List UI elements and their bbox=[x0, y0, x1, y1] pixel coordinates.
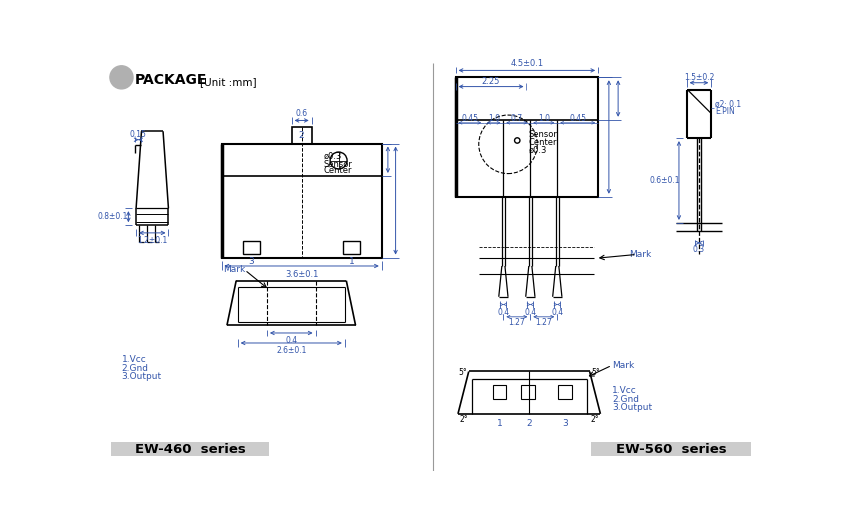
Text: Mark: Mark bbox=[223, 266, 246, 275]
Text: Center: Center bbox=[529, 138, 557, 147]
Bar bbox=[558, 385, 572, 399]
Text: EW-460  series: EW-460 series bbox=[135, 443, 246, 456]
Text: 0.15: 0.15 bbox=[130, 130, 147, 139]
Bar bbox=[456, 77, 598, 197]
Bar bbox=[344, 241, 360, 254]
Bar bbox=[591, 442, 751, 456]
Bar bbox=[292, 126, 311, 143]
Text: 3: 3 bbox=[249, 257, 255, 266]
Text: Sensor: Sensor bbox=[529, 130, 558, 139]
Text: 0.7: 0.7 bbox=[511, 114, 523, 123]
Text: E.PIN: E.PIN bbox=[715, 107, 735, 116]
Text: 1.2±0.1: 1.2±0.1 bbox=[137, 236, 167, 245]
Text: 2.Gnd: 2.Gnd bbox=[122, 364, 149, 373]
Text: Center: Center bbox=[323, 166, 352, 175]
Text: 2: 2 bbox=[299, 131, 305, 140]
Text: 0.4: 0.4 bbox=[285, 336, 297, 345]
Text: 0.45: 0.45 bbox=[569, 114, 587, 123]
Text: 1: 1 bbox=[496, 418, 502, 427]
Text: 1.0: 1.0 bbox=[538, 114, 549, 123]
Text: 2: 2 bbox=[526, 418, 532, 427]
Bar bbox=[243, 241, 260, 254]
Bar bbox=[493, 385, 506, 399]
Text: 1: 1 bbox=[349, 257, 354, 266]
Text: Mark: Mark bbox=[612, 361, 634, 370]
Circle shape bbox=[110, 66, 133, 89]
Text: 2°: 2° bbox=[459, 415, 468, 424]
Text: 3.6±0.1: 3.6±0.1 bbox=[285, 270, 318, 279]
Text: PACKAGE: PACKAGE bbox=[134, 72, 207, 87]
Text: 1.27: 1.27 bbox=[535, 318, 552, 327]
Text: 0.4: 0.4 bbox=[497, 308, 510, 317]
Text: 4.5±0.1: 4.5±0.1 bbox=[511, 59, 544, 68]
Text: EW-560  series: EW-560 series bbox=[616, 443, 727, 456]
Text: Sensor: Sensor bbox=[323, 160, 352, 169]
Text: 0.4: 0.4 bbox=[524, 308, 537, 317]
Text: 0.3: 0.3 bbox=[693, 245, 705, 254]
Text: 1.0: 1.0 bbox=[488, 114, 500, 123]
Text: 5°: 5° bbox=[591, 368, 600, 377]
Bar bbox=[222, 143, 381, 258]
Text: 2.6±0.1: 2.6±0.1 bbox=[276, 346, 306, 355]
Text: 3.Output: 3.Output bbox=[122, 372, 161, 381]
Text: 0.6±0.1: 0.6±0.1 bbox=[650, 176, 680, 185]
Text: [Unit :mm]: [Unit :mm] bbox=[200, 77, 257, 87]
Text: 1.5±0.2: 1.5±0.2 bbox=[684, 73, 714, 82]
Text: 1.Vcc: 1.Vcc bbox=[612, 386, 636, 395]
Text: 1.Vcc: 1.Vcc bbox=[122, 355, 146, 364]
Bar bbox=[111, 442, 269, 456]
Text: 2.Gnd: 2.Gnd bbox=[612, 395, 639, 404]
Text: 0.8±0.1: 0.8±0.1 bbox=[98, 212, 128, 221]
Text: 0.6: 0.6 bbox=[295, 109, 308, 118]
Text: ø0.3: ø0.3 bbox=[529, 145, 547, 154]
Text: 0.45: 0.45 bbox=[462, 114, 479, 123]
Bar bbox=[521, 385, 535, 399]
Text: Mark: Mark bbox=[630, 250, 652, 259]
Text: 1.27: 1.27 bbox=[508, 318, 525, 327]
Text: ø0.3: ø0.3 bbox=[323, 152, 342, 161]
Text: 2°: 2° bbox=[590, 415, 599, 424]
Text: ø2· 0.1: ø2· 0.1 bbox=[715, 100, 741, 109]
Text: 5°: 5° bbox=[458, 368, 468, 377]
Text: 0.4: 0.4 bbox=[551, 308, 563, 317]
Text: 3: 3 bbox=[562, 418, 568, 427]
Text: 3.Output: 3.Output bbox=[612, 403, 652, 412]
Text: 2.25: 2.25 bbox=[482, 77, 500, 86]
